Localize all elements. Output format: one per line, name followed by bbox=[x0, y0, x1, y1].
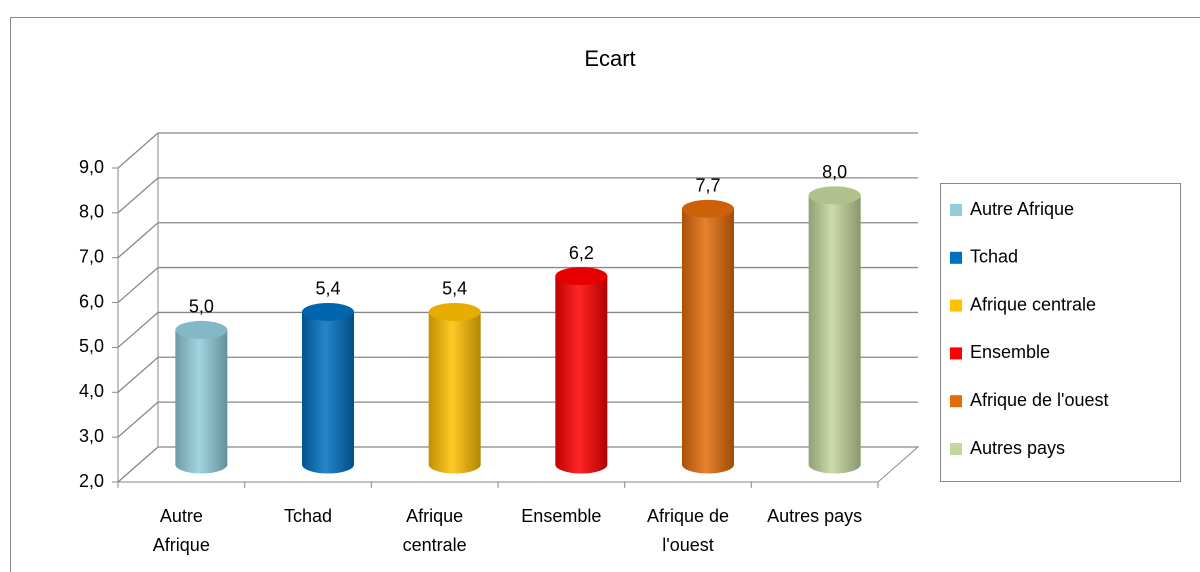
x-tick-label: Afrique centrale bbox=[402, 506, 467, 555]
bar-top bbox=[682, 199, 734, 218]
legend-swatch bbox=[950, 299, 962, 312]
legend-label: Ensemble bbox=[970, 342, 1050, 362]
x-tick-label: Ensemble bbox=[521, 506, 602, 526]
value-label: 5,4 bbox=[442, 279, 467, 299]
grid-line bbox=[117, 222, 918, 259]
legend-swatch bbox=[950, 395, 962, 408]
value-label: 7,7 bbox=[695, 176, 720, 196]
x-tick-label: Tchad bbox=[283, 506, 333, 526]
y-tick-label: 6,0 bbox=[79, 291, 104, 311]
bar-top bbox=[302, 302, 354, 321]
legend-label: Afrique de l'ouest bbox=[970, 390, 1109, 410]
frame bbox=[10, 17, 1200, 572]
legend-label: Autres pays bbox=[970, 438, 1065, 458]
y-tick-label: 3,0 bbox=[79, 426, 104, 446]
legend-label: Afrique centrale bbox=[970, 294, 1096, 314]
bar-top bbox=[428, 302, 481, 321]
y-tick-label: 5,0 bbox=[79, 336, 104, 356]
legend-label: Tchad bbox=[970, 247, 1018, 267]
grid-line bbox=[117, 177, 918, 214]
bar bbox=[555, 276, 608, 465]
grid-line bbox=[117, 446, 918, 483]
bar bbox=[808, 195, 861, 465]
chart-title: Ecart bbox=[584, 46, 635, 71]
value-label: 6,2 bbox=[569, 243, 594, 263]
legend-swatch bbox=[950, 347, 962, 360]
x-tick-label: Afrique de l'ouest bbox=[646, 506, 730, 555]
bar-top bbox=[175, 320, 228, 339]
legend-swatch bbox=[950, 251, 962, 264]
bar bbox=[175, 329, 228, 465]
y-tick-label: 7,0 bbox=[79, 246, 104, 266]
bar-top bbox=[555, 267, 608, 286]
bar-top bbox=[808, 186, 861, 205]
y-tick-label: 8,0 bbox=[79, 202, 104, 222]
legend-label: Autre Afrique bbox=[970, 199, 1074, 219]
y-tick-label: 9,0 bbox=[79, 157, 104, 177]
value-label: 5,0 bbox=[189, 297, 214, 317]
grid-line bbox=[117, 401, 918, 438]
grid-line bbox=[117, 311, 918, 348]
bar bbox=[302, 311, 354, 465]
value-label: 8,0 bbox=[822, 162, 847, 182]
floor bbox=[116, 446, 920, 483]
y-tick-label: 4,0 bbox=[79, 381, 104, 401]
y-tick-label: 2,0 bbox=[79, 471, 104, 491]
x-tick-label: Autres pays bbox=[767, 506, 863, 526]
grid-line bbox=[117, 356, 918, 393]
legend-box bbox=[940, 183, 1181, 482]
legend-swatch bbox=[950, 443, 962, 455]
value-label: 5,4 bbox=[315, 279, 340, 299]
x-tick-label: Autre Afrique bbox=[152, 506, 210, 555]
bar bbox=[682, 208, 734, 465]
grid-line bbox=[117, 266, 918, 304]
grid-line bbox=[117, 132, 918, 169]
bar bbox=[428, 311, 481, 465]
legend-swatch bbox=[950, 204, 962, 216]
